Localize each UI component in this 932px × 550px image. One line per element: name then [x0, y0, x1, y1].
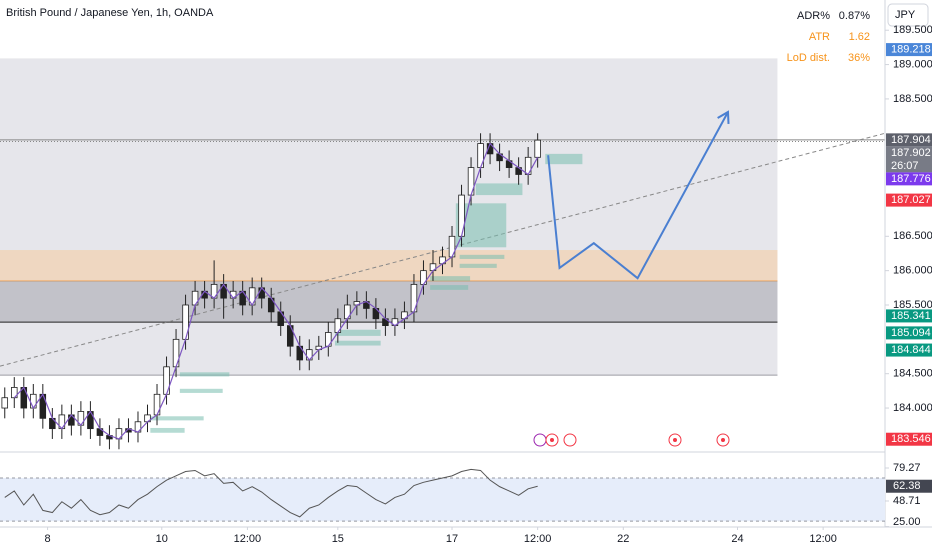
y-tick-label: 184.000 — [893, 402, 932, 414]
price-badge-label: 185.094 — [891, 327, 931, 339]
y-tick-label: 186.500 — [893, 230, 932, 242]
x-tick-label: 12:00 — [524, 533, 552, 545]
rsi-line — [4, 468, 538, 518]
price-badge-label: 187.027 — [891, 194, 931, 206]
rsi-tick-label: 79.27 — [893, 462, 921, 474]
y-tick-label: 189.000 — [893, 58, 932, 70]
y-tick-label: 184.500 — [893, 368, 932, 380]
fvg-box — [430, 276, 471, 281]
price-badge-label: 187.902 — [891, 147, 931, 159]
fvg-box — [179, 372, 230, 377]
stat-name: ADR% — [797, 10, 830, 22]
price-badge-label: 185.341 — [891, 310, 931, 322]
event-dot — [550, 438, 554, 442]
price-badge-label: 189.218 — [891, 44, 931, 56]
fvg-box — [334, 340, 381, 346]
x-tick-label: 8 — [45, 533, 51, 545]
price-badge — [886, 133, 932, 147]
stat-value: 1.62 — [849, 31, 870, 43]
fvg-box — [150, 416, 204, 421]
price-badge — [886, 309, 932, 323]
chart-title: British Pound / Japanese Yen, 1h, OANDA — [6, 7, 214, 19]
price-badge — [886, 432, 932, 446]
moving-average — [13, 142, 539, 440]
price-badge — [886, 193, 932, 207]
price-badge — [886, 146, 932, 173]
price-badge-label: 187.776 — [891, 173, 931, 185]
x-tick-label: 12:00 — [809, 533, 837, 545]
x-tick-label: 22 — [617, 533, 629, 545]
price-badge-label: 187.904 — [891, 134, 931, 146]
price-pane — [0, 58, 886, 450]
zone — [0, 250, 778, 281]
fvg-box — [179, 388, 223, 393]
stat-value: 36% — [848, 52, 870, 64]
x-tick-label: 10 — [156, 533, 168, 545]
rsi-tick-label: 25.00 — [893, 516, 921, 528]
rsi-badge-label: 62.38 — [893, 480, 921, 492]
rsi-band — [0, 478, 885, 522]
x-tick-label: 12:00 — [234, 533, 262, 545]
stat-name: ATR — [809, 31, 830, 43]
event-dot — [673, 438, 677, 442]
price-badge-label: 184.844 — [891, 344, 931, 356]
price-badge — [886, 172, 932, 186]
zone — [0, 280, 778, 323]
projection-arrowhead — [717, 110, 730, 125]
price-badge-label: 183.546 — [891, 433, 931, 445]
fvg-box — [459, 263, 497, 268]
fvg-box — [334, 329, 381, 336]
projection-path — [547, 111, 729, 280]
x-tick-label: 17 — [446, 533, 458, 545]
zone — [0, 58, 778, 376]
y-tick-label: 189.500 — [893, 24, 932, 36]
fvg-box — [430, 285, 469, 290]
y-tick-label: 188.500 — [893, 93, 932, 105]
stat-name: LoD dist. — [787, 52, 830, 64]
event-dot — [721, 438, 725, 442]
event-icon[interactable] — [533, 433, 547, 447]
fvg-box — [459, 254, 505, 259]
event-icon[interactable] — [563, 433, 577, 447]
price-badge — [886, 43, 932, 57]
y-tick-label: 186.000 — [893, 265, 932, 277]
fvg-box — [150, 427, 185, 433]
y-tick-label: 185.500 — [893, 299, 932, 311]
x-tick-label: 15 — [332, 533, 344, 545]
candle-body — [1, 397, 9, 409]
fvg-box — [475, 183, 523, 196]
fvg-box — [545, 153, 583, 165]
stat-value: 0.87% — [839, 10, 870, 22]
candle-body — [534, 139, 541, 158]
currency-label: JPY — [895, 9, 916, 21]
candle-body — [11, 387, 18, 399]
x-tick-label: 24 — [731, 533, 743, 545]
price-badge — [886, 343, 932, 357]
rsi-badge — [886, 479, 932, 493]
countdown-label: 26:07 — [891, 160, 919, 172]
currency-button[interactable] — [887, 3, 929, 27]
price-badge — [886, 326, 932, 340]
rsi-tick-label: 48.71 — [893, 495, 921, 507]
event-icons — [533, 433, 730, 447]
